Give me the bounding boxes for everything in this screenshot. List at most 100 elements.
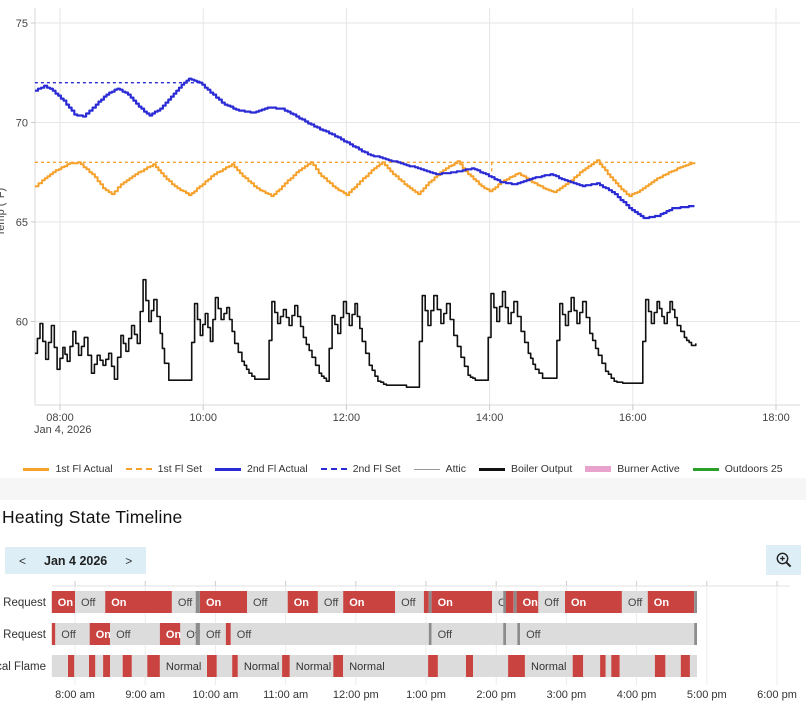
- series-1st-fl-actual: [34, 159, 696, 198]
- svg-text:60: 60: [16, 317, 28, 329]
- legend-item-1st-fl-actual[interactable]: 1st Fl Actual: [23, 463, 113, 475]
- timeline-segment-off: [110, 623, 160, 645]
- svg-text:70: 70: [16, 118, 28, 130]
- timeline-segment-on: [423, 591, 429, 613]
- timeline-segment-on: [68, 655, 75, 677]
- heating-state-timeline-section: Heating State Timeline < Jan 4 2026 > 8:…: [0, 500, 806, 715]
- timeline-segment-off: [131, 655, 148, 677]
- timeline-segment-label: Off: [206, 629, 221, 641]
- legend-swatch: [585, 466, 612, 472]
- timeline-segment-off: [690, 655, 697, 677]
- timeline-segment-on: [89, 623, 111, 645]
- timeline-segment-off: [621, 591, 648, 613]
- legend-label: Attic: [445, 463, 466, 475]
- legend-item-1st-fl-set[interactable]: 1st Fl Set: [125, 463, 202, 475]
- timeline-segment-label: On: [96, 629, 112, 641]
- legend-label: 1st Fl Actual: [55, 463, 113, 475]
- timeline-segment-label: Off: [178, 597, 193, 609]
- timeline-segment-label: Off: [544, 597, 559, 609]
- next-day-button[interactable]: >: [125, 553, 133, 568]
- timeline-segment-label: Off: [116, 629, 131, 641]
- svg-text:2:00 pm: 2:00 pm: [476, 689, 516, 701]
- svg-text:08:00: 08:00: [46, 412, 74, 424]
- legend-item-boiler-output[interactable]: Boiler Output: [479, 463, 572, 475]
- timeline-segment-off: [230, 623, 429, 645]
- timeline-segment-sep: [694, 591, 697, 613]
- timeline-segment-on: [159, 623, 181, 645]
- series-boiler-output: [34, 278, 697, 388]
- legend-item-outdoors-25[interactable]: Outdoors 25: [692, 463, 783, 475]
- legend-item-burner-active[interactable]: Burner Active: [585, 463, 680, 475]
- timeline-segment-off: [343, 655, 429, 677]
- timeline-segment-on: [680, 655, 690, 677]
- timeline-segment-off: [506, 623, 518, 645]
- timeline-segment-on: [89, 655, 96, 677]
- legend-label: 2nd Fl Set: [352, 463, 401, 475]
- svg-text:75: 75: [16, 18, 28, 30]
- legend-swatch: [479, 467, 505, 471]
- chart-legend: 1st Fl Actual 1st Fl Set 2nd Fl Actual 2nd …: [0, 460, 806, 478]
- timeline-segment-on: [122, 655, 132, 677]
- zoom-in-icon: [776, 552, 791, 568]
- svg-text:65: 65: [16, 217, 28, 229]
- svg-text:10:00 am: 10:00 am: [192, 689, 238, 701]
- timeline-segment-off: [95, 655, 104, 677]
- timeline-segment-off: [395, 591, 424, 613]
- timeline-segment-label: Off: [253, 597, 268, 609]
- svg-text:14:00: 14:00: [476, 412, 504, 424]
- timeline-segment-on: [225, 623, 231, 645]
- timeline-segment-label: Off: [628, 597, 643, 609]
- svg-text:Temp (°F): Temp (°F): [0, 188, 7, 236]
- legend-swatch: [413, 468, 440, 470]
- legend-label: Burner Active: [617, 463, 680, 475]
- legend-swatch: [215, 467, 241, 471]
- timeline-segment-off: [437, 655, 466, 677]
- svg-text:11:00 am: 11:00 am: [263, 689, 308, 701]
- date-navigator: < Jan 4 2026 >: [5, 547, 147, 574]
- timeline-row: ical Flame Normal Normal Normal Normal Normal: [0, 655, 697, 677]
- timeline-segment-off: [492, 591, 504, 613]
- timeline-segment-off: [237, 655, 283, 677]
- timeline-segment-off: [520, 623, 695, 645]
- timeline-segment-label: Normal: [531, 661, 566, 673]
- timeline-segment-on: [428, 655, 438, 677]
- timeline-segment-on: [516, 591, 539, 613]
- zoom-in-button[interactable]: [766, 545, 801, 575]
- timeline-segment-on: [647, 591, 695, 613]
- legend-swatch: [23, 467, 50, 471]
- timeline-segment-label: Off: [401, 597, 416, 609]
- timeline-segment-on: [343, 591, 396, 613]
- timeline-segment-on: [207, 655, 217, 677]
- temperature-chart: 75 70 65 60 08:00 10:00 12:00 14:00 16:00 18:00 Ja…: [0, 8, 806, 478]
- legend-item-2nd-fl-actual[interactable]: 2nd Fl Actual: [215, 463, 308, 475]
- timeline-segment-sep: [428, 591, 432, 613]
- timeline-segment-label: Off: [324, 597, 339, 609]
- timeline-segment-label: On: [166, 629, 182, 641]
- timeline-segment-off: [110, 655, 123, 677]
- timeline-segment-label: On: [571, 597, 587, 609]
- timeline-row-label: or Request: [0, 597, 47, 609]
- section-title: Heating State Timeline: [2, 507, 183, 527]
- timeline-segment-label: Off: [61, 629, 76, 641]
- svg-text:5:00 pm: 5:00 pm: [687, 689, 727, 701]
- timeline-segment-on: [147, 655, 160, 677]
- timeline-segment-label: Normal: [166, 661, 201, 673]
- current-date-label: Jan 4 2026: [44, 553, 108, 568]
- timeline-segment-label: On: [438, 597, 454, 609]
- timeline-segment-on: [431, 591, 492, 613]
- legend-label: Boiler Output: [511, 463, 573, 475]
- svg-text:4:00 pm: 4:00 pm: [617, 689, 657, 701]
- legend-swatch: [320, 468, 347, 470]
- timeline-segment-sep: [694, 623, 697, 645]
- legend-item-2nd-fl-set[interactable]: 2nd Fl Set: [320, 463, 401, 475]
- timeline-segment-on: [572, 655, 584, 677]
- timeline-segment-off: [247, 591, 288, 613]
- timeline-row-label: ical Flame: [0, 661, 46, 673]
- timeline-segment-on: [51, 591, 75, 613]
- prev-day-button[interactable]: <: [19, 553, 27, 568]
- timeline-segment-on: [611, 655, 620, 677]
- legend-item-attic[interactable]: Attic: [413, 463, 466, 475]
- svg-text:12:00 pm: 12:00 pm: [333, 689, 379, 701]
- svg-text:16:00: 16:00: [619, 412, 647, 424]
